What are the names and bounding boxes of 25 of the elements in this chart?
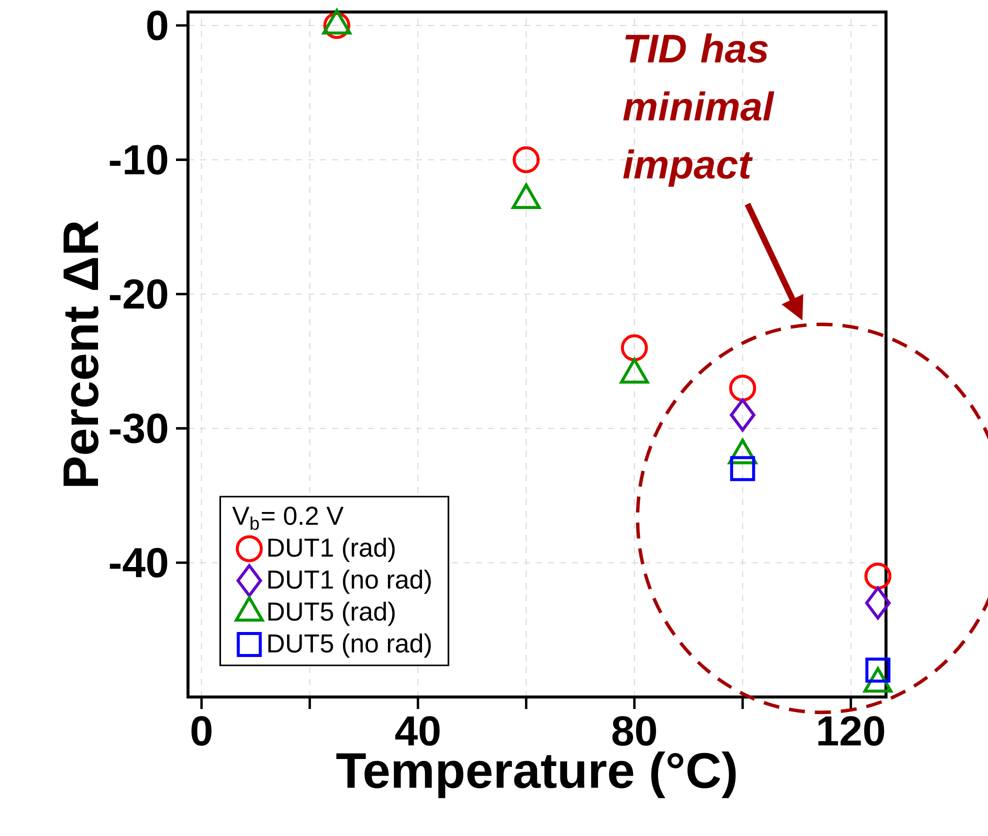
- x-tick-label: 80: [612, 716, 656, 746]
- point: [730, 456, 756, 482]
- x-tick-label: 40: [395, 716, 440, 746]
- legend-label: DUT5 (no rad): [268, 634, 431, 658]
- point: [865, 586, 891, 620]
- legend-label: DUT1 (no rad): [268, 570, 431, 594]
- annotation: TID has minimal impact: [623, 33, 774, 187]
- legend-title: V$_{b}$= 0.2 V: [232, 506, 344, 530]
- point: [864, 562, 892, 590]
- y-tick-label: 0: [147, 10, 168, 40]
- point: [865, 658, 890, 683]
- point: [512, 146, 540, 174]
- legend-label: DUT5 (rad): [268, 602, 395, 626]
- y-tick-label: -10: [110, 144, 168, 175]
- x-tick-label: 0: [192, 716, 212, 746]
- point: [730, 398, 756, 432]
- point: [620, 334, 648, 362]
- y-tick-label: -40: [110, 548, 168, 578]
- x-axis-title: Temperature (°C): [336, 752, 736, 798]
- y-tick-label: -20: [110, 279, 168, 309]
- x-tick-label: 120: [818, 716, 884, 746]
- point: [729, 374, 756, 402]
- y-axis-title: Percent ΔR: [64, 220, 99, 486]
- y-tick-label: -30: [110, 413, 168, 444]
- legend-label: DUT1 (rad): [268, 538, 395, 562]
